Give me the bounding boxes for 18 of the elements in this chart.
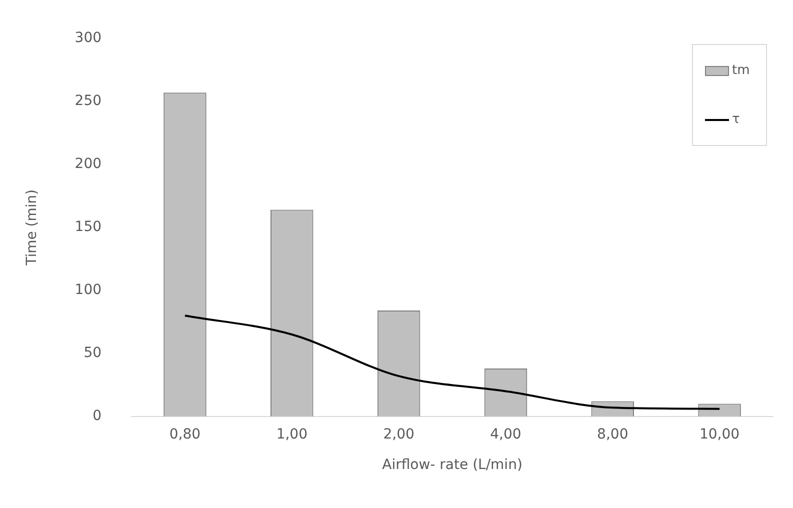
x-tick-label: 4,00 — [490, 426, 522, 442]
x-tick-label: 2,00 — [383, 426, 414, 442]
legend-label: τ — [732, 112, 740, 128]
legend-label: tm — [732, 63, 750, 78]
y-tick-label: 300 — [74, 30, 102, 46]
y-tick-label: 150 — [74, 219, 102, 236]
x-tick-label: 1,00 — [276, 426, 308, 442]
y-tick-label: 100 — [74, 282, 102, 298]
y-tick-label: 200 — [74, 156, 102, 172]
x-tick-label: 8,00 — [597, 426, 628, 442]
y-tick-label: 50 — [84, 345, 102, 362]
y-tick-label: 0 — [92, 408, 102, 424]
x-tick-label: 10,00 — [699, 426, 740, 442]
x-axis-title: Airflow- rate (L/min) — [382, 457, 522, 474]
y-tick-label: 250 — [74, 93, 102, 110]
y-axis-title: Time (min) — [24, 189, 40, 266]
x-tick-label: 0,80 — [169, 426, 201, 442]
line-series — [184, 314, 721, 410]
